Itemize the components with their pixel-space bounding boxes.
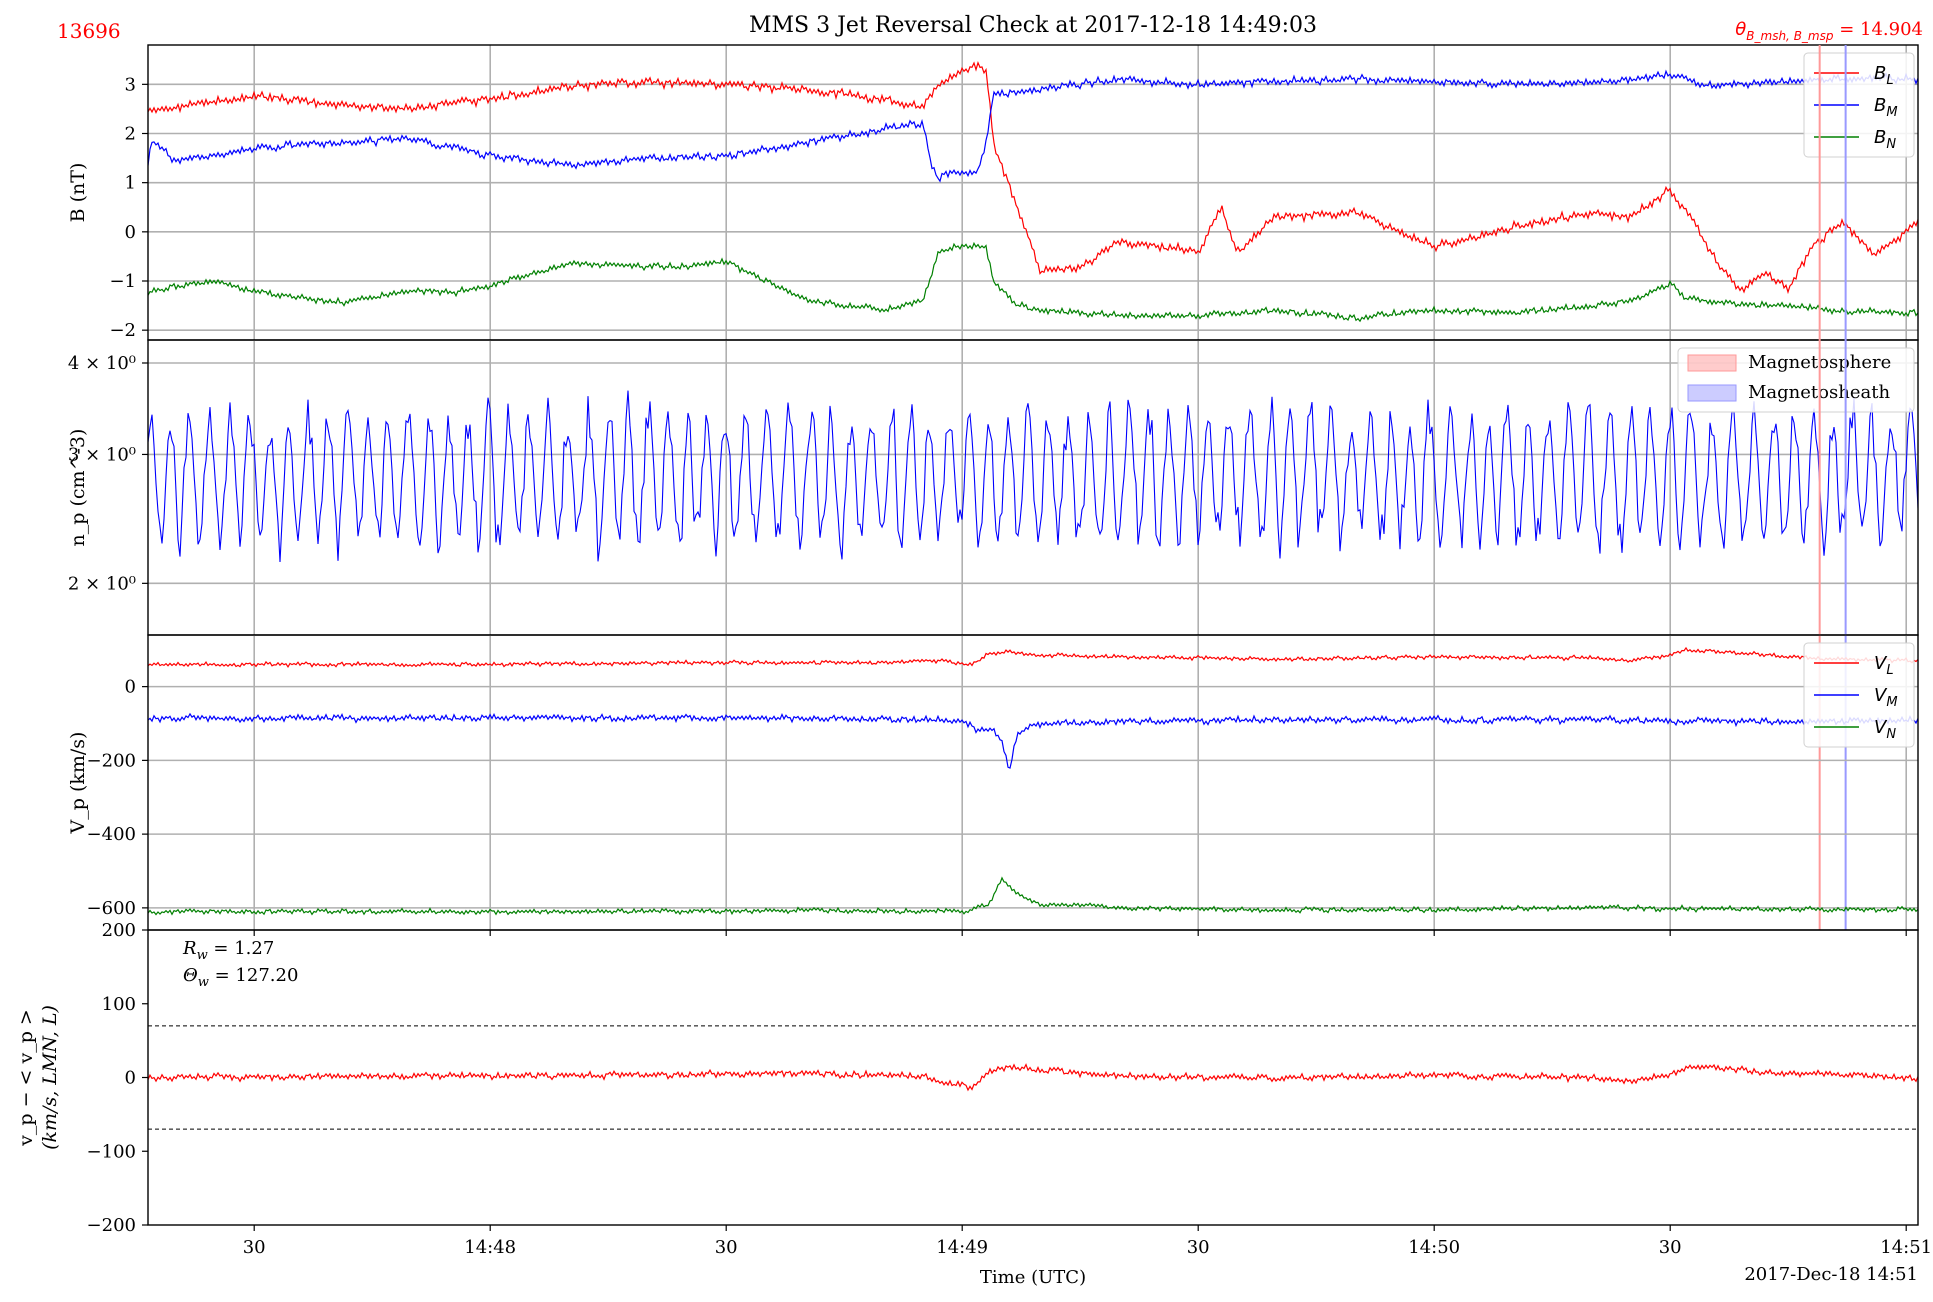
plot-area [148,61,1918,323]
series-line-b-m [148,69,1918,183]
x-tick-label: 14:48 [464,1237,516,1258]
y-tick-label: −100 [87,1141,136,1162]
legend-swatch-magnetosheath [1687,384,1737,402]
series-line-v-l-residual [148,1063,1918,1092]
y-axis-label: B (nT) [67,163,89,223]
legend-subscript: N [1886,137,1896,152]
annotation-symbol: R [182,938,197,959]
legend-label-v_n: VN [1874,717,1896,742]
plot-area [148,390,1918,563]
legend-label-b_n: BN [1874,127,1896,152]
x-tick-label: 14:51 [1880,1237,1932,1258]
legend-symbol: B [1874,63,1886,84]
series-line-n-p [148,390,1918,563]
legend-subscript: L [1886,73,1893,88]
x-tick-label: 14:49 [936,1237,988,1258]
legend-swatch-magnetosphere [1687,354,1737,372]
theta-subscript: B_msh, B_msp [1746,29,1834,43]
panel-frame [147,634,1919,931]
x-tick-label: 14:50 [1408,1237,1460,1258]
annotation-value: = 1.27 [208,938,275,959]
legend-label-v_l: VL [1874,653,1894,678]
annotation-subscript: w [197,948,208,963]
legend-label-v_m: VM [1874,685,1898,710]
legend-subscript: L [1886,663,1893,678]
series-line-v-l [148,646,1918,669]
legend: MagnetosphereMagnetosheath [1677,347,1915,413]
y-tick-label: 4 × 10⁰ [68,353,136,374]
annotation-symbol: Θ [183,965,198,986]
y-tick-label: 0 [125,222,136,243]
annotation-value: = 127.20 [209,965,299,986]
y-tick-label: 1 [125,173,136,194]
y-axis-label: v_p − < v_p > [15,1009,37,1147]
series-line-b-l [148,61,1918,295]
legend-label-b_m: BM [1874,95,1898,120]
legend-symbol: V [1874,653,1888,674]
x-tick-label: 30 [1187,1237,1210,1258]
x-tick-label: 30 [715,1237,738,1258]
legend-subscript: M [1886,105,1897,120]
y-axis-label: V_p (km/s) [67,732,89,835]
theta-value: = 14.904 [1833,19,1923,40]
legend-symbol: V [1874,685,1888,706]
x-axis-label: Time (UTC) [980,1267,1086,1288]
y-tick-label: −200 [87,1215,136,1236]
legend-label-b_l: BL [1874,63,1894,88]
annotation-subscript: w [198,975,209,990]
y-tick-label: −1 [109,271,136,292]
series-line-v-m [148,712,1918,769]
figure-id-label: 13696 [57,19,121,43]
panel-residual-velocity: 30 14:48 30 14:49 30 14:50 30 14:51 −200 −100 0 100… [15,920,1932,1258]
theta-label: θB_msh, B_msp = 14.904 [1735,19,1923,43]
annotation-text: Rw = 1.27 [182,938,274,963]
series-line-v-n [148,876,1918,916]
y-tick-label: 0 [125,677,136,698]
y-tick-label: −2 [109,320,136,341]
legend-symbol: B [1874,127,1886,148]
legend-symbol: B [1874,95,1886,116]
panel-density: 2 × 10⁰ 3 × 10⁰ 4 × 10⁰ n_p (cm^-3) Magnetos… [67,339,1919,641]
theta-symbol: θ [1735,19,1746,40]
legend-subscript: N [1886,727,1896,742]
y-tick-label: 3 × 10⁰ [68,444,136,465]
figure-title: MMS 3 Jet Reversal Check at 2017-12-18 1… [749,13,1317,38]
panel-frame [147,929,1919,1226]
y-tick-label: 2 × 10⁰ [68,573,136,594]
series-line-b-n [148,241,1918,323]
x-tick-label: 30 [1659,1237,1682,1258]
x-axis-date-label: 2017-Dec-18 14:51 [1744,1264,1918,1285]
y-axis-label: n_p (cm^-3) [67,429,89,547]
plot-area [148,646,1918,916]
y-axis-label-units: (km/s, LMN, L) [39,1005,61,1150]
legend-subscript: M [1886,695,1897,710]
x-tick-label: 30 [243,1237,266,1258]
legend-box [1677,347,1915,413]
y-tick-label: −600 [87,898,136,919]
y-tick-label: 200 [102,920,136,941]
annotation-text: Θw = 127.20 [183,965,298,990]
y-tick-label: 0 [125,1068,136,1089]
plot-area [148,1025,1918,1130]
y-tick-label: 3 [125,74,136,95]
y-tick-label: 2 [125,124,136,145]
y-tick-label: −200 [87,750,136,771]
y-tick-label: −400 [87,824,136,845]
y-tick-label: 100 [102,994,136,1015]
legend-symbol: V [1874,717,1888,738]
